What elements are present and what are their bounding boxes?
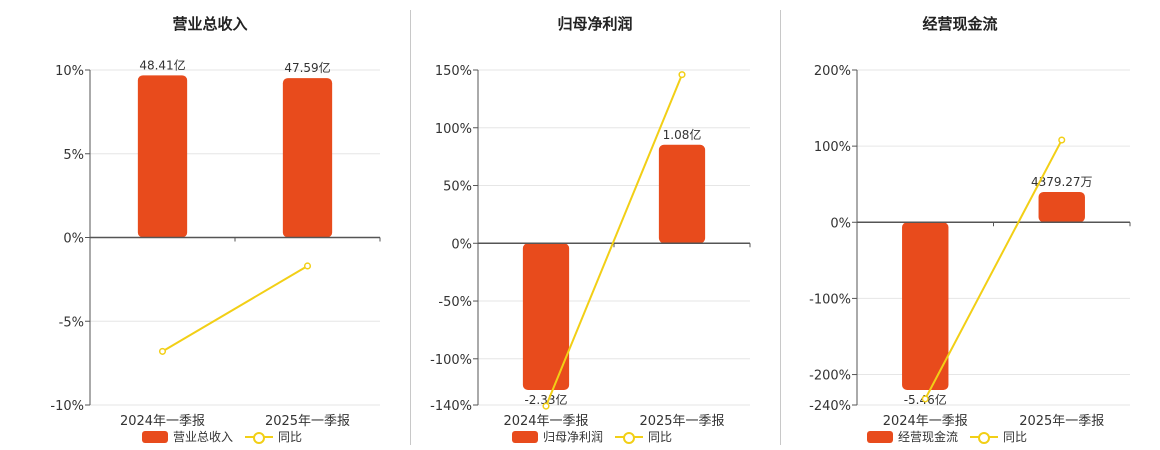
legend-bar-swatch — [866, 430, 893, 443]
legend-bar-swatch — [511, 430, 538, 443]
y-tick-label: 100% — [435, 122, 472, 137]
legend-line-label: 同比 — [648, 430, 673, 444]
legend-item-line[interactable]: 同比 — [615, 428, 672, 445]
chart-panel-net-profit: 归母净利润 150% 100% 50% 0% -50% -100% -140% -2.33亿 1… — [410, 0, 780, 450]
y-tick-label: 0% — [451, 237, 472, 252]
yoy-point — [542, 402, 550, 410]
legend-line-swatch — [615, 431, 643, 444]
yoy-point — [158, 347, 167, 355]
bar — [658, 144, 706, 244]
yoy-point — [1058, 136, 1066, 144]
y-tick-label: -10% — [50, 399, 84, 414]
y-tick-label: 5% — [63, 148, 84, 163]
legend-line-swatch — [970, 431, 998, 444]
y-tick-label: 0% — [63, 232, 84, 247]
chart-svg-cash-flow: 200%100%0%-100%-200%-240%-5.46亿4379.27万2… — [809, 64, 1131, 429]
y-tick-label: 50% — [443, 180, 472, 195]
chart-panel-revenue: 营业总收入 10% 5% 0% -5% -10% 48.41亿 47.59亿 2024年一季报… — [0, 0, 410, 450]
y-tick-label: 150% — [435, 64, 472, 79]
chart-svg-revenue: 10% 5% 0% -5% -10% 48.41亿 47.59亿 2024年一季报 2025年一… — [50, 57, 381, 429]
chart-legend: 经营现金流 同比 — [780, 428, 1160, 445]
y-tick-label: -100% — [430, 353, 472, 368]
legend-line-swatch — [245, 431, 273, 444]
y-tick-label: -240% — [809, 399, 851, 414]
x-category-label: 2025年一季报 — [1019, 414, 1104, 429]
yoy-point — [303, 262, 312, 270]
yoy-line — [924, 139, 1063, 400]
legend-bar-label: 经营现金流 — [897, 430, 958, 444]
bar-data-label: 48.41亿 — [139, 57, 185, 72]
y-tick-label: 200% — [814, 64, 851, 79]
chart-title: 营业总收入 — [172, 15, 248, 33]
legend-line-label: 同比 — [1003, 430, 1028, 444]
bar-data-label: -2.33亿 — [524, 392, 567, 407]
x-category-label: 2024年一季报 — [883, 414, 968, 429]
legend-bar-label: 归母净利润 — [542, 430, 603, 444]
y-tick-label: -5% — [59, 315, 84, 330]
panel-divider — [410, 10, 411, 445]
y-tick-label: -50% — [438, 295, 472, 310]
bar — [137, 75, 188, 238]
x-category-label: 2024年一季报 — [120, 414, 205, 429]
y-tick-label: 100% — [814, 140, 851, 155]
bar — [1038, 191, 1085, 223]
yoy-line — [161, 265, 309, 353]
y-tick-label: -100% — [809, 292, 851, 307]
x-category-label: 2025年一季报 — [265, 414, 350, 429]
legend-item-bar[interactable]: 营业总收入 — [141, 428, 233, 445]
y-tick-label: 10% — [55, 64, 84, 79]
yoy-line — [545, 74, 683, 407]
y-tick-label: -200% — [809, 369, 851, 384]
yoy-point — [921, 395, 929, 403]
legend-item-line[interactable]: 同比 — [245, 428, 302, 445]
legend-item-line[interactable]: 同比 — [970, 428, 1027, 445]
legend-bar-swatch — [141, 430, 168, 443]
y-tick-label: -140% — [430, 399, 472, 414]
bar — [902, 222, 949, 390]
chart-svg-net-profit: 150% 100% 50% 0% -50% -100% -140% -2.33亿 1.08亿 20… — [430, 64, 751, 429]
bar-data-label: 47.59亿 — [284, 60, 330, 75]
chart-legend: 归母净利润 同比 — [410, 428, 780, 445]
bar-data-label: 1.08亿 — [663, 127, 702, 142]
chart-title: 归母净利润 — [557, 15, 633, 33]
legend-bar-label: 营业总收入 — [172, 430, 233, 444]
legend-item-bar[interactable]: 经营现金流 — [866, 428, 958, 445]
legend-item-bar[interactable]: 归母净利润 — [511, 428, 603, 445]
panel-divider — [780, 10, 781, 445]
bar — [522, 243, 570, 390]
chart-panel-cash-flow: 经营现金流 200%100%0%-100%-200%-240%-5.46亿437… — [780, 0, 1160, 450]
bar — [282, 78, 333, 238]
chart-legend: 营业总收入 同比 — [0, 428, 410, 445]
yoy-point — [678, 71, 686, 79]
y-tick-label: 0% — [830, 216, 851, 231]
bar-data-label: 4379.27万 — [1031, 175, 1093, 189]
chart-title: 经营现金流 — [922, 15, 998, 33]
x-category-label: 2025年一季报 — [639, 414, 724, 429]
legend-line-label: 同比 — [278, 430, 303, 444]
x-category-label: 2024年一季报 — [503, 414, 588, 429]
